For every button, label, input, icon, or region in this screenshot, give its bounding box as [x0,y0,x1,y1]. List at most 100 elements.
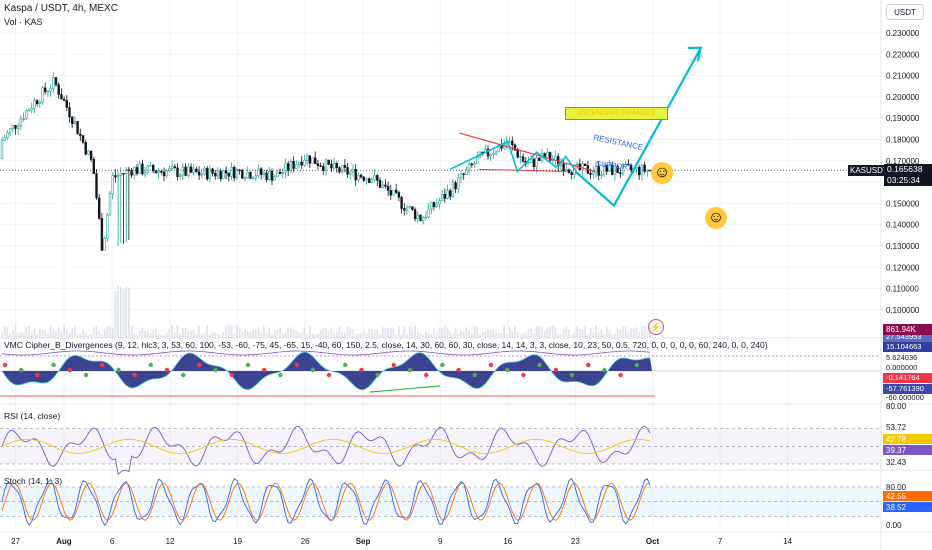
vmc-dot [359,367,364,373]
candle-body [451,182,455,197]
volume-bar [295,330,298,338]
candle-body [386,186,390,191]
candle-body [467,163,471,171]
x-tick-label: 12 [166,537,175,546]
vmc-dot [472,372,477,378]
volume-bar [182,327,184,338]
candle-body [570,172,573,175]
candle-body [192,168,195,173]
candle-body [351,168,355,173]
volume-bar [430,334,433,338]
candle-body [62,98,66,101]
volume-bar [222,331,225,338]
candle-body [25,110,28,120]
volume-bar [57,327,60,338]
vmc-value: -60.000000 [886,393,924,402]
candle-body [421,217,425,221]
candle-body [403,208,406,211]
volume-bar [209,334,211,338]
volume-bar [249,331,252,338]
volume-bar [179,333,182,338]
candle-body [270,171,274,181]
candle-body [19,118,23,127]
volume-last-box [883,324,932,335]
vmc-dot [229,372,234,378]
volume-bar [560,334,562,338]
drawing-lines [0,46,880,208]
volume-bar [349,327,352,338]
volume-bar [376,329,379,338]
volume-bar [149,333,152,338]
stoch-value-box [883,502,932,512]
volume-bar [562,328,565,338]
candle-body [357,174,360,181]
candle-body [179,174,182,177]
volume-bar [468,330,470,338]
volume-bar [76,334,79,338]
vmc-dot [618,372,623,378]
volume-bar [111,328,114,338]
vmc-value: 15.104663 [886,342,921,351]
symbol-tag: KASUSDT [848,165,890,176]
volume-bar [84,332,87,338]
volume-bar [335,331,338,338]
vmc-dot [407,367,413,373]
candle-body [235,169,239,179]
currency-button[interactable]: USDT [886,4,924,20]
candle-body [3,137,6,141]
volume-bar [101,334,103,338]
candle-body [322,166,325,171]
candle-body [619,172,622,174]
candle-body [108,193,112,216]
volume-bar [646,332,649,338]
volume-bar [341,331,344,338]
candle-body [219,171,222,180]
candle-body [157,171,160,174]
volume-bar [55,331,57,338]
volume-bar [6,327,9,338]
volume-bar [627,332,630,338]
volume-bar [292,329,295,338]
vmc-mf-line [1,350,651,356]
candle-body [338,167,341,173]
candle-body [384,184,387,187]
volume-bar [60,331,63,338]
volume-bar [484,331,487,338]
volume-bar [503,325,506,338]
candle-body [529,158,533,163]
lightning-icon[interactable]: ⚡ [648,319,664,335]
volume-bar [630,327,632,338]
volume-bar [36,334,38,338]
candle-body [448,190,452,197]
x-tick-label: Aug [56,537,72,546]
candle-body [646,169,649,172]
rsi-value: 32.43 [886,458,907,467]
stoch-label: Stoch (14, 1, 3) [4,476,63,486]
y-axis[interactable]: 0.230000 0.220000 0.210000 0.200000 0.190000… [880,0,932,550]
vmc-dot [521,372,526,378]
vmc-dot [35,372,40,378]
candle-body [405,207,409,211]
rsi-value: 42.78 [886,435,907,444]
volume-bar [619,329,622,338]
candle-body [308,155,311,164]
volume-bar [489,330,492,338]
last-price-box: 0.165638 03:25:34 [884,164,932,186]
volume-bar [568,329,570,338]
volume-bar [260,332,263,338]
candle-body [392,189,395,196]
breakout-box[interactable]: ASCENDING TRIANGLE [565,107,668,120]
vmc-dot [569,372,575,378]
candle-body [35,100,39,104]
candle-body [365,178,368,181]
volume-bar [608,330,611,338]
candle-body [106,214,109,239]
x-axis[interactable]: 27 Aug 6 12 19 26 Sep 9 16 23 Oct 7 14 [11,537,792,546]
candle-body [629,164,633,171]
rsi-value: 39.37 [886,446,907,455]
volume-bar [408,326,411,338]
candle-body [511,140,514,146]
volume-bar [298,332,300,338]
candle-body [241,170,244,179]
